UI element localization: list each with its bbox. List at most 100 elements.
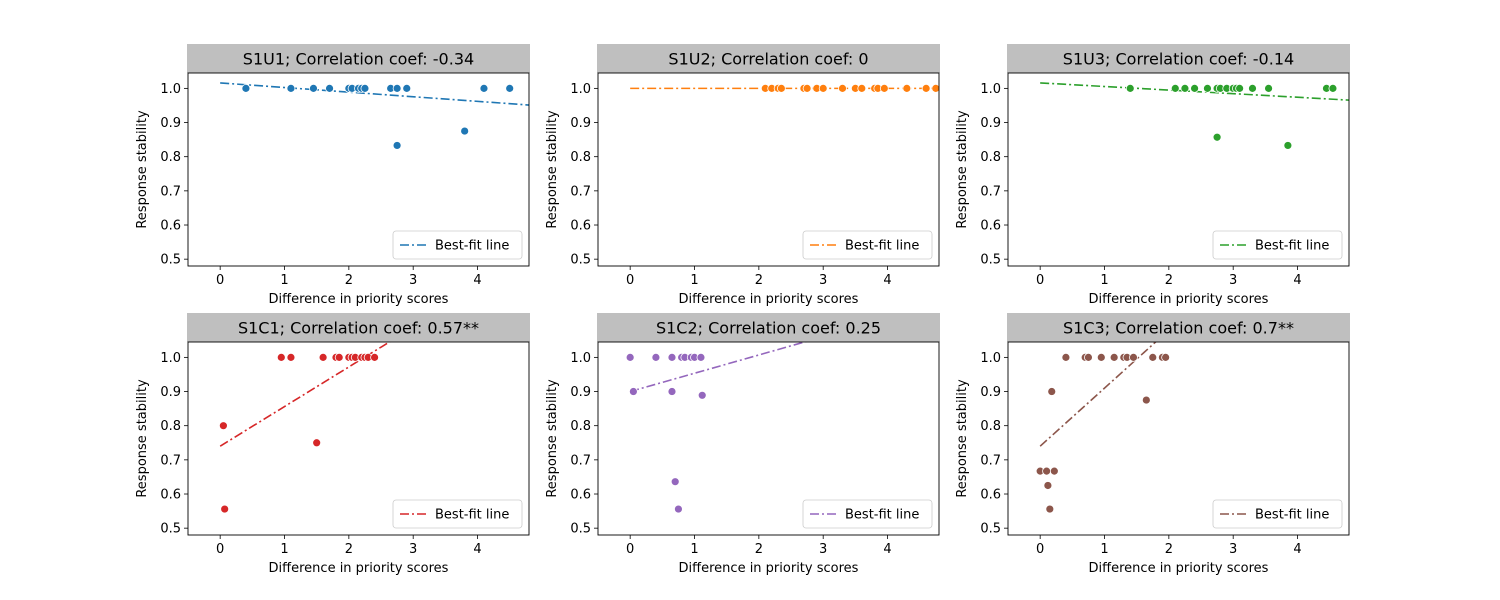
- y-tick-label: 0.7: [980, 453, 1001, 468]
- y-tick-label: 0.9: [160, 116, 181, 131]
- data-point: [1148, 352, 1158, 362]
- x-tick-label: 3: [819, 542, 827, 557]
- y-tick-label: 1.0: [160, 82, 181, 97]
- data-point: [1045, 504, 1055, 514]
- legend-box: [392, 499, 523, 529]
- data-point: [318, 352, 328, 362]
- data-point: [1203, 83, 1212, 93]
- data-point: [392, 141, 402, 150]
- x-axis-label: Difference in priority scores: [679, 561, 859, 576]
- best-fit-line: [220, 82, 529, 106]
- x-axis-label: Difference in priority scores: [679, 292, 859, 307]
- y-tick-label: 0.6: [570, 219, 591, 234]
- legend: Best-fit line: [392, 230, 523, 260]
- legend: Best-fit line: [802, 230, 933, 260]
- subplot-2: S1U2; Correlation coef: 0 0 1 2 3 4 0.5 0.6 0.7 0…: [545, 44, 940, 307]
- y-tick-label: 0.9: [980, 116, 1001, 131]
- y-tick-label: 0.5: [570, 522, 591, 537]
- y-tick-label: 0.5: [570, 253, 591, 268]
- data-point: [1212, 132, 1222, 142]
- y-tick-label: 0.9: [160, 385, 181, 400]
- y-tick-label: 0.5: [980, 253, 1001, 268]
- data-point: [670, 477, 680, 487]
- title-banner: [1007, 313, 1350, 342]
- x-tick-label: 4: [1293, 542, 1301, 557]
- data-point: [276, 352, 286, 362]
- x-tick-label: 3: [1229, 542, 1237, 557]
- data-point: [818, 83, 828, 93]
- subplot-4: S1C1; Correlation coef: 0.57** 0 1 2 3 4 0.5 0.…: [135, 313, 530, 576]
- data-point: [697, 390, 707, 400]
- x-tick-label: 0: [626, 273, 634, 288]
- data-point: [334, 352, 344, 362]
- data-point: [460, 126, 470, 136]
- y-tick-label: 0.6: [160, 488, 181, 503]
- x-axis-label: Difference in priority scores: [269, 292, 449, 307]
- x-tick-label: 2: [755, 542, 763, 557]
- panel-title: S1U1; Correlation coef: -0.34: [243, 50, 474, 69]
- data-point: [1328, 83, 1338, 93]
- y-tick-label: 1.0: [980, 351, 1001, 366]
- x-tick-label: 1: [1100, 273, 1108, 288]
- points: [760, 83, 939, 93]
- y-axis-label: Response stability: [135, 379, 150, 498]
- y-tick-label: 0.6: [160, 219, 181, 234]
- data-point: [802, 83, 812, 93]
- panel-title: S1C2; Correlation coef: 0.25: [656, 319, 881, 338]
- panel-title: S1U2; Correlation coef: 0: [668, 50, 868, 69]
- y-tick-label: 0.7: [570, 453, 591, 468]
- data-point: [286, 352, 296, 362]
- title-banner: [187, 44, 530, 73]
- legend-label: Best-fit line: [845, 508, 919, 523]
- data-point: [402, 83, 412, 93]
- x-tick-label: 0: [626, 542, 634, 557]
- y-tick-label: 1.0: [570, 82, 591, 97]
- data-point: [218, 421, 228, 431]
- legend-label: Best-fit line: [435, 239, 509, 254]
- x-tick-label: 3: [409, 542, 417, 557]
- legend: Best-fit line: [1212, 499, 1343, 529]
- best-fit-line: [1039, 342, 1157, 447]
- points: [1035, 352, 1171, 514]
- x-tick-label: 2: [345, 273, 353, 288]
- y-tick-label: 0.8: [570, 419, 591, 434]
- axes-frame: [597, 341, 940, 536]
- data-point: [1109, 352, 1119, 362]
- title-banner: [597, 44, 940, 73]
- data-point: [857, 83, 867, 93]
- data-point: [1049, 466, 1059, 476]
- data-point: [1141, 395, 1151, 405]
- data-point: [1170, 83, 1180, 93]
- data-point: [838, 83, 847, 93]
- x-tick-label: 1: [690, 273, 698, 288]
- data-point: [776, 83, 786, 93]
- data-point: [325, 83, 334, 93]
- y-axis-label: Response stability: [545, 110, 560, 229]
- data-point: [1125, 83, 1135, 93]
- data-point: [1129, 352, 1138, 362]
- x-tick-label: 4: [473, 542, 481, 557]
- data-point: [1047, 387, 1057, 396]
- y-tick-label: 1.0: [980, 82, 1001, 97]
- legend-label: Best-fit line: [1255, 239, 1329, 254]
- y-tick-label: 0.8: [570, 150, 591, 165]
- legend-box: [802, 230, 933, 260]
- legend-box: [802, 499, 933, 529]
- data-point: [651, 352, 661, 362]
- x-tick-label: 2: [345, 542, 353, 557]
- data-point: [1096, 352, 1106, 362]
- y-tick-label: 0.6: [980, 488, 1001, 503]
- y-tick-label: 1.0: [570, 351, 591, 366]
- axes-frame: [597, 72, 940, 267]
- data-point: [479, 83, 489, 93]
- data-point: [667, 352, 677, 362]
- x-tick-label: 0: [1036, 542, 1044, 557]
- title-banner: [597, 313, 940, 342]
- data-point: [1264, 83, 1273, 93]
- data-point: [1180, 83, 1190, 93]
- data-point: [879, 83, 889, 93]
- legend: Best-fit line: [392, 499, 523, 529]
- y-tick-label: 0.5: [160, 253, 181, 268]
- title-banner: [187, 313, 530, 342]
- panel-title: S1C1; Correlation coef: 0.57**: [238, 319, 479, 338]
